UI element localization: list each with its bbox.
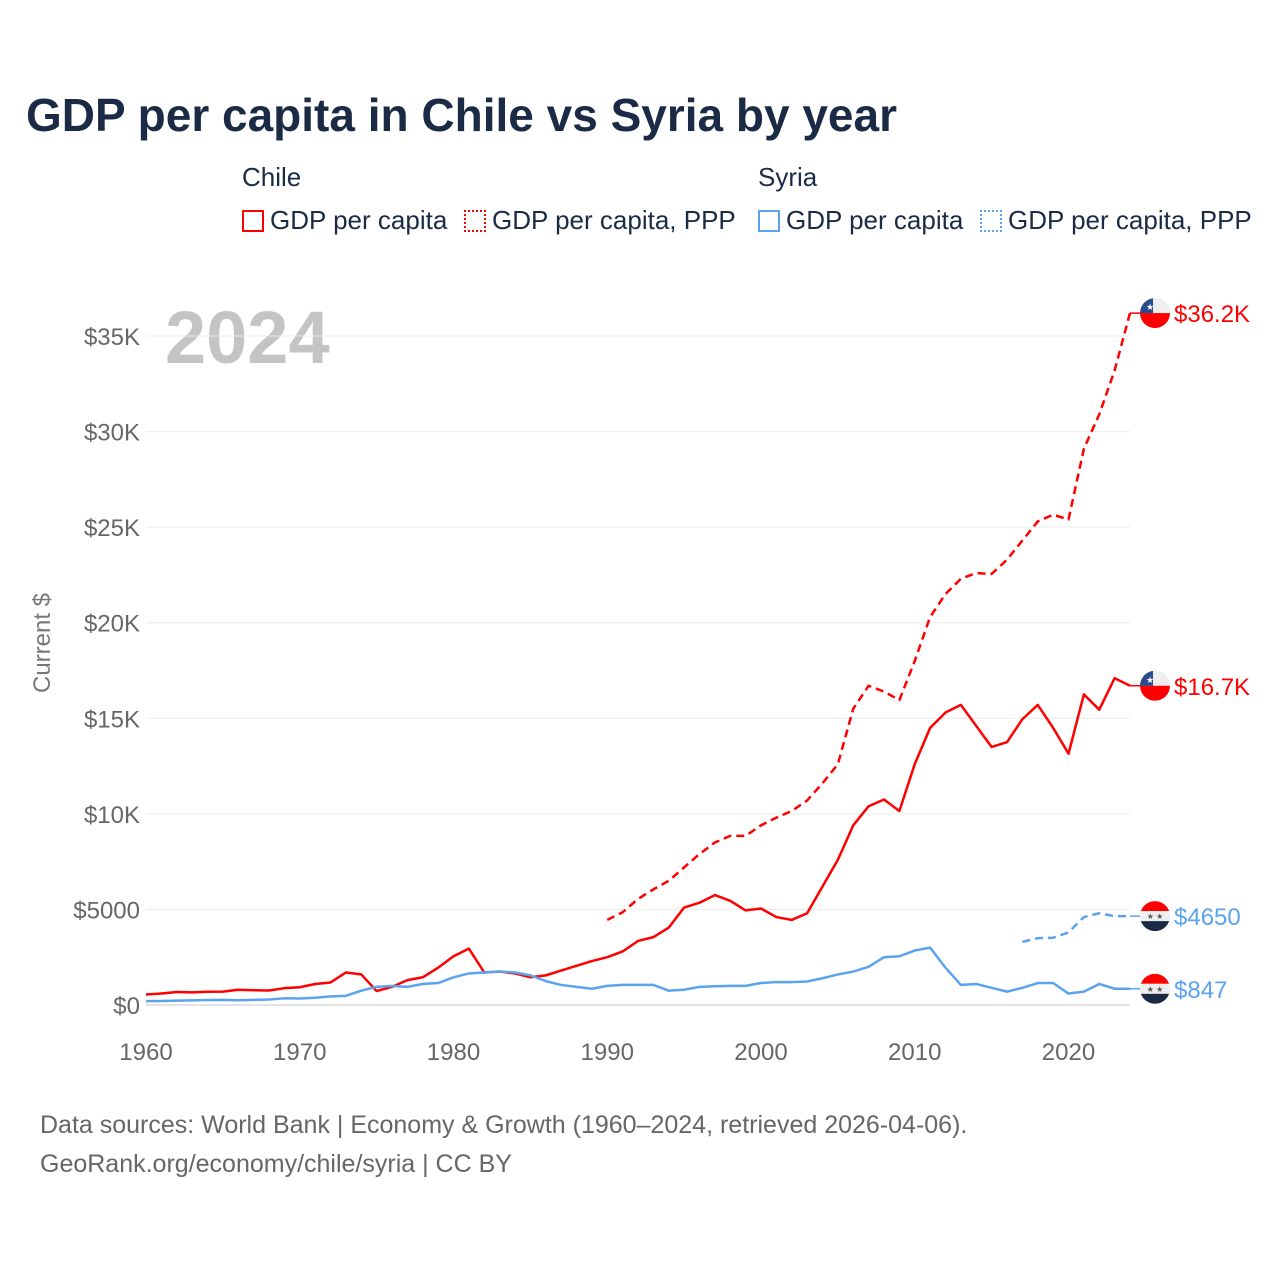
end-value-label: $4650: [1174, 904, 1241, 931]
end-value-label: $847: [1174, 977, 1227, 1004]
svg-text:★ ★: ★ ★: [1147, 985, 1164, 994]
series-line-syria-gdp-per-capita: [145, 946, 1131, 1003]
x-tick-label: 1990: [581, 1039, 634, 1066]
y-tick-label: $30K: [84, 420, 140, 447]
end-value-label: $16.7K: [1174, 674, 1250, 701]
svg-text:★: ★: [1146, 675, 1154, 685]
legend-label: GDP per capita: [270, 205, 448, 235]
legend-chile-ppp[interactable]: GDP per capita, PPP: [464, 205, 736, 236]
chart-title: GDP per capita in Chile vs Syria by year: [26, 89, 897, 141]
x-tick-label: 1980: [427, 1039, 480, 1066]
year-watermark: 2024: [165, 296, 330, 379]
source-note: Data sources: World Bank | Economy & Gro…: [40, 1106, 967, 1184]
x-tick-label: 1970: [273, 1039, 326, 1066]
legend-swatch: [464, 209, 486, 232]
legend-chile-gdp[interactable]: GDP per capita: [242, 205, 447, 236]
series-line-syria-gdp-per-capita-ppp: [1022, 912, 1130, 944]
chile-flag-icon: ★: [1140, 670, 1170, 701]
y-tick-label: $10K: [84, 802, 140, 829]
y-tick-label: $20K: [84, 611, 140, 638]
y-tick-label: $35K: [84, 324, 140, 351]
y-tick-label: $15K: [84, 706, 140, 733]
x-tick-label: 2010: [888, 1039, 941, 1066]
y-tick-label: $0: [113, 993, 140, 1020]
svg-text:★ ★: ★ ★: [1147, 912, 1164, 921]
legend-group-syria: Syria: [758, 162, 818, 192]
svg-text:★: ★: [1146, 302, 1154, 312]
y-axis-label: Current $: [29, 593, 56, 693]
end-value-label: $36.2K: [1174, 301, 1250, 328]
legend-syria-gdp[interactable]: GDP per capita: [758, 205, 963, 236]
legend-label: GDP per capita, PPP: [1008, 205, 1252, 235]
legend-swatch: [242, 209, 264, 232]
series-line-chile-gdp-per-capita: [145, 676, 1131, 996]
source-line: Data sources: World Bank | Economy & Gro…: [40, 1111, 968, 1139]
legend-syria-ppp[interactable]: GDP per capita, PPP: [980, 205, 1252, 236]
legend-label: GDP per capita, PPP: [492, 205, 736, 235]
syria-flag-icon: ★ ★: [1140, 973, 1170, 1004]
legend-group-chile: Chile: [242, 162, 302, 192]
y-tick-label: $25K: [84, 515, 140, 542]
source-link[interactable]: GeoRank.org/economy/chile/syria | CC BY: [40, 1150, 512, 1178]
syria-flag-icon: ★ ★: [1140, 901, 1170, 932]
x-tick-label: 1960: [119, 1039, 172, 1066]
series-line-chile-gdp-per-capita-ppp: [606, 312, 1132, 922]
y-tick-label: $5000: [73, 897, 140, 924]
legend-swatch: [758, 209, 780, 232]
chile-flag-icon: ★: [1140, 298, 1170, 329]
x-tick-label: 2000: [734, 1039, 787, 1066]
legend-swatch: [980, 209, 1002, 232]
legend-label: GDP per capita: [786, 205, 964, 235]
x-tick-label: 2020: [1042, 1039, 1095, 1066]
